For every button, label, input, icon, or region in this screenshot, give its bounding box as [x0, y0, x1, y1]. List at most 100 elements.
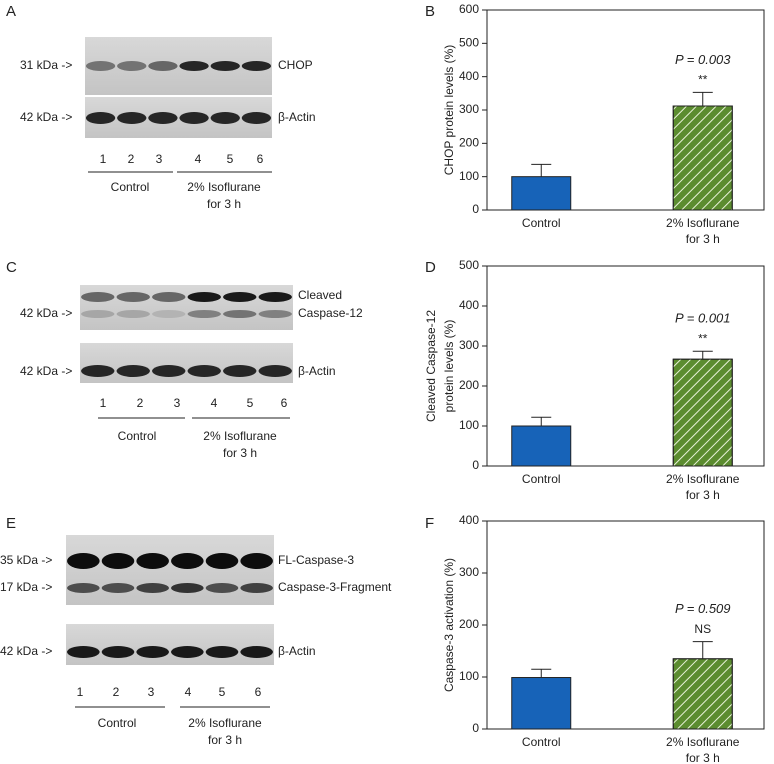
blot-band: [258, 292, 292, 302]
y-tick-label: 0: [472, 458, 479, 472]
blot-band: [152, 310, 186, 318]
annotation: P = 0.003: [675, 52, 731, 67]
y-tick-label: 400: [459, 69, 479, 83]
x-tick-label: 2% Isoflurane: [666, 472, 740, 486]
y-tick-label: 200: [459, 136, 479, 150]
group-label: 2% Isoflurane: [187, 180, 261, 194]
band-label: β-Actin: [278, 644, 316, 658]
bar-hatch: [672, 358, 733, 467]
annotation: **: [698, 73, 708, 87]
kda-marker: 31 kDa ->: [20, 58, 72, 72]
blot-band: [136, 646, 169, 658]
y-tick-label: 500: [459, 36, 479, 50]
lane-number: 1: [77, 685, 84, 699]
group-label: for 3 h: [223, 446, 257, 460]
panel-letter: A: [6, 3, 16, 20]
blot-band: [117, 112, 147, 124]
x-tick-label: 2% Isoflurane: [666, 735, 740, 749]
blot-band: [210, 112, 240, 124]
annotation: **: [698, 331, 708, 345]
lane-number: 3: [174, 396, 181, 410]
group-label: Control: [118, 429, 157, 443]
bar: [511, 176, 572, 211]
y-tick-label: 300: [459, 565, 479, 579]
blot-band: [171, 646, 204, 658]
blot-band: [241, 61, 272, 71]
blot-image: [66, 624, 274, 665]
band-label: β-Actin: [298, 364, 336, 378]
blot-band: [240, 553, 273, 569]
blot-band: [240, 583, 273, 593]
y-axis-label: protein levels (%): [442, 320, 456, 413]
blot-band: [258, 365, 292, 377]
y-tick-label: 600: [459, 2, 479, 16]
lane-number: 1: [100, 152, 107, 166]
lane-number: 4: [185, 685, 192, 699]
blot-band: [171, 583, 204, 593]
blot-band: [171, 553, 204, 569]
plot-frame: [486, 265, 765, 467]
lane-number: 3: [148, 685, 155, 699]
lane-number: 5: [247, 396, 254, 410]
blot-band: [187, 292, 221, 302]
x-tick-label: Control: [522, 735, 561, 749]
annotation: NS: [694, 622, 711, 636]
group-label: for 3 h: [207, 197, 241, 211]
band-label: Caspase-12: [298, 306, 363, 320]
blot-image: [80, 285, 293, 330]
blot-band: [101, 646, 135, 658]
band-label: Cleaved: [298, 288, 342, 302]
blot-band: [152, 292, 186, 302]
lane-number: 2: [113, 685, 120, 699]
blot-band: [116, 365, 150, 377]
y-tick-label: 400: [459, 298, 479, 312]
blot-band: [101, 583, 135, 593]
blot-band: [205, 553, 239, 569]
blot-band: [258, 310, 292, 318]
blot-image: [66, 535, 274, 605]
y-axis-label: CHOP protein levels (%): [442, 45, 456, 176]
blot-band: [85, 61, 116, 71]
band-label: FL-Caspase-3: [278, 553, 354, 567]
lane-number: 3: [156, 152, 163, 166]
panel-letter: D: [425, 259, 436, 276]
blot-band: [187, 365, 221, 377]
blot-band: [81, 310, 115, 318]
x-tick-label: Control: [522, 216, 561, 230]
group-label: Control: [98, 716, 137, 730]
x-tick-label: for 3 h: [686, 232, 720, 246]
group-label: Control: [111, 180, 150, 194]
y-tick-label: 300: [459, 338, 479, 352]
panel-letter: B: [425, 3, 435, 20]
lane-number: 4: [211, 396, 218, 410]
blot-band: [116, 310, 150, 318]
x-tick-label: Control: [522, 472, 561, 486]
blot-band: [81, 365, 115, 377]
blot-band: [117, 61, 147, 71]
blot-image: [85, 97, 272, 138]
blot-band: [67, 646, 100, 658]
y-tick-label: 100: [459, 669, 479, 683]
kda-marker: 42 kDa ->: [0, 644, 52, 658]
lane-number: 2: [128, 152, 135, 166]
panel-letter: C: [6, 259, 17, 276]
y-tick-label: 0: [472, 721, 479, 735]
blot-band: [148, 61, 178, 71]
blot-band: [210, 61, 240, 71]
band-label: Caspase-3-Fragment: [278, 580, 392, 594]
kda-marker: 42 kDa ->: [20, 110, 72, 124]
blot-band: [179, 61, 209, 71]
bar: [511, 425, 572, 467]
kda-marker: 35 kDa ->: [0, 553, 52, 567]
blot-band: [136, 583, 169, 593]
x-tick-label: for 3 h: [686, 751, 720, 764]
y-tick-label: 200: [459, 378, 479, 392]
y-tick-label: 100: [459, 418, 479, 432]
blot-band: [223, 310, 257, 318]
blot-band: [81, 292, 115, 302]
lane-number: 5: [227, 152, 234, 166]
y-tick-label: 400: [459, 513, 479, 527]
kda-marker: 17 kDa ->: [0, 580, 52, 594]
lane-number: 4: [195, 152, 202, 166]
